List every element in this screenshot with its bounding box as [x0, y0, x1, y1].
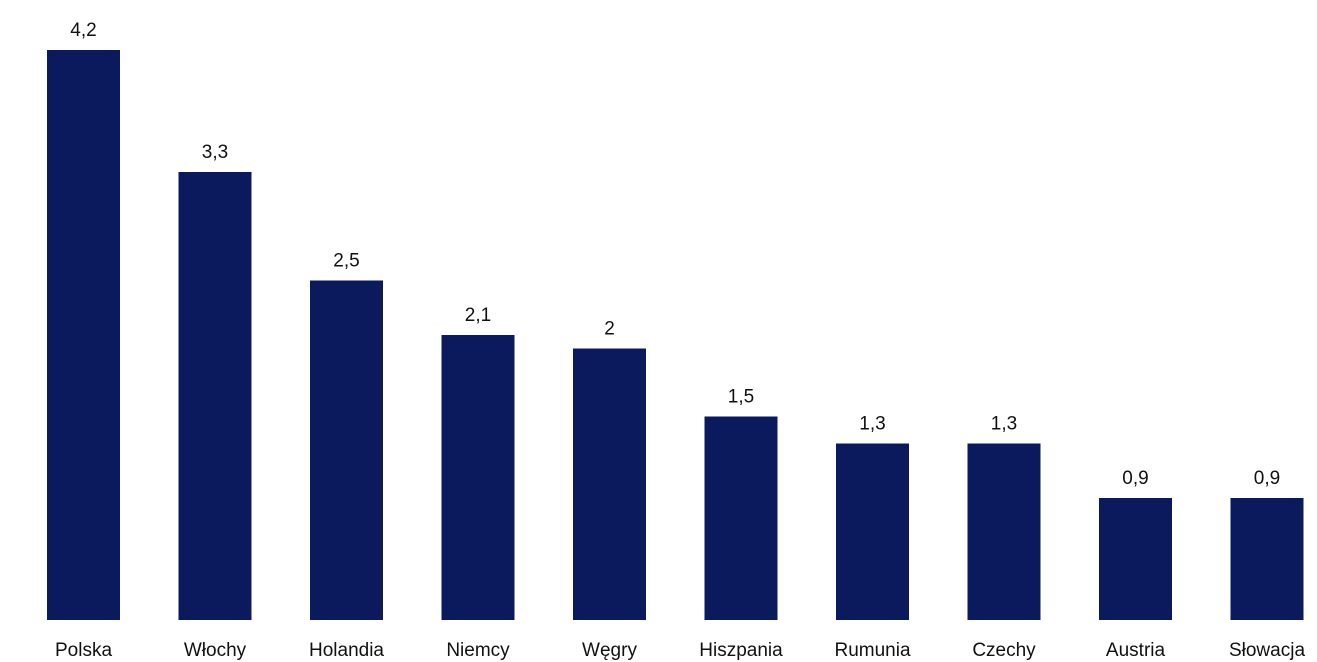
bar-2 — [310, 280, 383, 620]
category-label-0: Polska — [55, 640, 112, 661]
value-label-0: 4,2 — [70, 20, 96, 41]
value-label-1: 3,3 — [202, 142, 228, 163]
value-label-2: 2,5 — [333, 251, 359, 272]
bar-9 — [1230, 497, 1304, 620]
category-label-6: Rumunia — [834, 640, 910, 661]
category-label-5: Hiszpania — [699, 640, 783, 661]
bar-8 — [1099, 497, 1172, 620]
category-label-1: Włochy — [184, 640, 247, 661]
value-label-6: 1,3 — [859, 414, 885, 435]
category-label-4: Węgry — [582, 640, 637, 661]
category-label-2: Holandia — [309, 640, 384, 661]
bar-0 — [47, 50, 120, 620]
value-label-4: 2 — [604, 319, 615, 340]
bar-6 — [836, 443, 909, 620]
category-label-8: Austria — [1106, 640, 1166, 661]
value-label-7: 1,3 — [991, 414, 1017, 435]
value-label-3: 2,1 — [465, 305, 491, 326]
category-label-9: Słowacja — [1229, 640, 1305, 661]
category-label-7: Czechy — [972, 640, 1036, 661]
bar-1 — [178, 172, 252, 620]
bar-3 — [441, 335, 515, 620]
bar-5 — [704, 416, 778, 620]
value-label-8: 0,9 — [1122, 468, 1148, 489]
category-label-3: Niemcy — [446, 640, 510, 661]
bars-group — [47, 50, 1304, 620]
value-label-5: 1,5 — [728, 386, 754, 407]
value-label-9: 0,9 — [1254, 468, 1280, 489]
value-labels-group: 4,2 3,3 2,5 2,1 2 1,5 1,3 1,3 0,9 0,9 — [70, 20, 1280, 489]
bar-7 — [967, 443, 1041, 620]
bar-4 — [573, 348, 646, 620]
category-labels-group: Polska Włochy Holandia Niemcy Węgry Hiszpania… — [55, 640, 1305, 661]
